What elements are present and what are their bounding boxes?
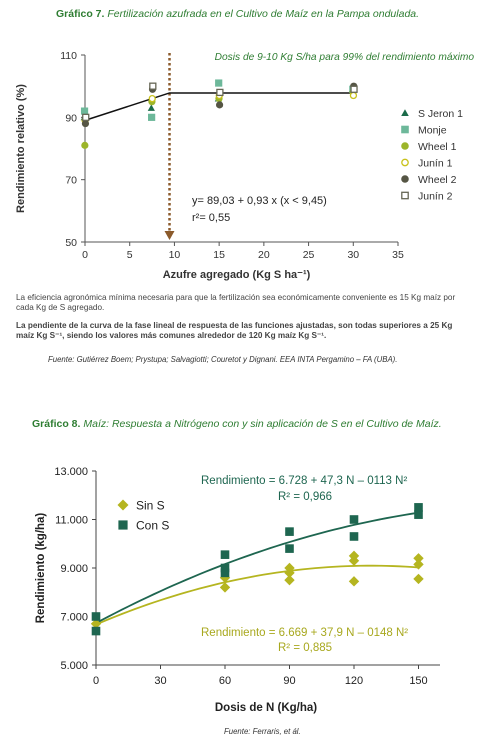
y-axis-label: Rendimiento relativo (%)	[15, 84, 27, 213]
y-tick-label: 7.000	[60, 612, 88, 624]
y-tick-label: 110	[60, 50, 77, 62]
equation-sin-s: Rendimiento = 6.669 + 37,9 N – 0148 N²	[201, 627, 408, 639]
data-point	[414, 510, 423, 519]
legend-label: Wheel 2	[418, 174, 457, 186]
data-point	[349, 532, 359, 541]
chart8-plot: 0 30 60 90 120 150 5.000 7.000 9.000 11.000 13.000…	[35, 466, 440, 714]
y-tick-label: 50	[65, 237, 77, 249]
legend-label: Con S	[136, 519, 169, 533]
chart7-title-text: Fertilización azufrada en el Cultivo de …	[107, 8, 420, 20]
data-point	[148, 113, 156, 121]
legend-label: Monje	[418, 125, 447, 137]
y-tick-label: 90	[65, 112, 77, 124]
legend-marker	[401, 158, 409, 167]
data-point	[350, 85, 358, 93]
fit-line	[84, 92, 354, 122]
legend-label: Junín 2	[418, 191, 453, 203]
fit-curve	[95, 564, 419, 626]
legend-marker	[401, 175, 409, 183]
data-point	[215, 101, 224, 109]
x-tick-label: 5	[127, 249, 133, 261]
x-tick-label: 20	[258, 249, 270, 261]
chart7-source: Fuente: Gutiérrez Boem; Prystupa; Salvag…	[48, 355, 398, 364]
data-point	[284, 574, 295, 586]
chart8-title-text: Maíz: Respuesta a Nitrógeno con y sin ap…	[83, 418, 442, 430]
data-point	[80, 107, 89, 115]
x-tick-label: 0	[82, 249, 88, 261]
chart7-note-1: La eficiencia agronómica mínima necesari…	[16, 293, 456, 312]
data-point	[149, 82, 157, 90]
chart7-note-2: La pendiente de la curva de la fase line…	[16, 321, 453, 340]
x-tick-label: 0	[93, 675, 99, 687]
legend-label: S Jeron 1	[418, 108, 463, 120]
y-tick-label: 11.000	[55, 515, 88, 527]
chart7-plot: 0 5 10 15 20 25 30 35 50 70 90 110 Azufre agregado (…	[15, 50, 475, 281]
data-point	[147, 104, 155, 111]
chart8-title-number: Gráfico 8.	[32, 418, 81, 430]
y-tick-label: 9.000	[60, 563, 88, 575]
data-point	[81, 119, 90, 128]
chart7-title: Gráfico 7. Fertilización azufrada en el …	[56, 8, 466, 20]
legend-label: Wheel 1	[418, 141, 457, 153]
data-point	[414, 503, 423, 512]
x-tick-label: 10	[169, 249, 181, 261]
legend-marker	[401, 125, 409, 134]
data-point	[220, 568, 230, 578]
chart8-source: Fuente: Ferraris, et ál.	[224, 727, 301, 736]
annotation-text: Dosis de 9-10 Kg S/ha para 99% del rendi…	[215, 52, 475, 63]
data-point	[215, 79, 223, 87]
data-point	[91, 626, 101, 636]
legend-marker	[401, 109, 409, 117]
legend-marker	[118, 520, 128, 530]
r2-con-s: R² = 0,966	[278, 491, 332, 503]
legend-label: Junín 1	[418, 158, 453, 170]
data-point	[220, 563, 230, 573]
legend-marker	[401, 142, 409, 150]
y-tick-label: 70	[65, 175, 77, 187]
chart8-title: Gráfico 8. Maíz: Respuesta a Nitrógeno c…	[32, 418, 472, 430]
x-tick-label: 60	[219, 675, 231, 687]
data-point	[220, 550, 230, 559]
x-tick-label: 25	[303, 249, 315, 261]
y-tick-label: 5.000	[60, 660, 88, 672]
data-point	[216, 88, 224, 97]
equation-con-s: Rendimiento = 6.728 + 47,3 N – 0113 N²	[201, 475, 407, 487]
legend-label: Sin S	[136, 499, 165, 513]
x-tick-label: 90	[283, 675, 295, 687]
fit-curve	[95, 511, 419, 624]
data-point	[81, 141, 89, 149]
data-point	[82, 113, 90, 121]
data-point	[285, 544, 294, 553]
x-tick-label: 120	[345, 675, 363, 687]
x-tick-label: 15	[213, 249, 225, 261]
x-tick-label: 30	[154, 675, 166, 687]
x-axis-label: Azufre agregado (Kg S ha⁻¹)	[163, 269, 311, 281]
y-tick-label: 13.000	[54, 466, 88, 478]
legend-marker	[117, 499, 129, 511]
x-axis-label: Dosis de N (Kg/ha)	[215, 702, 317, 714]
data-point	[349, 91, 358, 100]
data-point	[349, 515, 359, 524]
data-point	[413, 573, 424, 585]
data-point	[285, 527, 294, 536]
x-tick-label: 35	[392, 249, 404, 261]
x-tick-label: 30	[347, 249, 359, 261]
r2-text: r²= 0,55	[192, 212, 230, 224]
equation-text: y= 89,03 + 0,93 x (x < 9,45)	[192, 195, 327, 207]
data-point	[148, 94, 156, 103]
r2-sin-s: R² = 0,885	[278, 642, 332, 654]
data-point	[91, 612, 101, 621]
x-tick-label: 150	[409, 675, 427, 687]
y-axis-label: Rendimiento (kg/ha)	[35, 513, 47, 624]
data-point	[348, 576, 360, 587]
legend-marker	[401, 191, 409, 200]
threshold-arrowhead	[164, 231, 175, 240]
chart7-title-number: Gráfico 7.	[56, 8, 105, 20]
